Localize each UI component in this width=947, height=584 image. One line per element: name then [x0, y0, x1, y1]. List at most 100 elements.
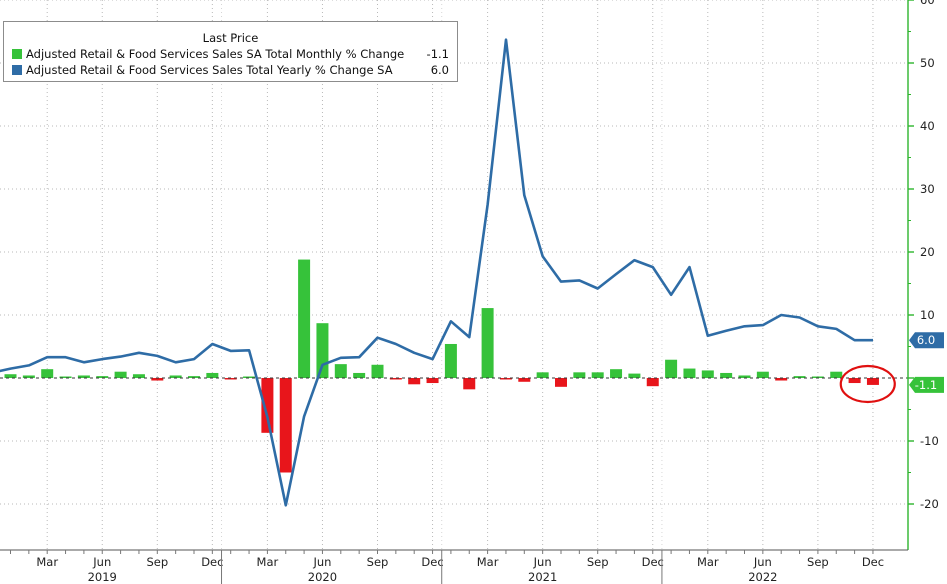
y-tick-label: -10	[920, 434, 939, 448]
bar	[426, 378, 439, 384]
bar	[665, 359, 678, 378]
bar	[866, 378, 879, 385]
x-tick-label: Sep	[807, 555, 829, 569]
bar	[848, 378, 861, 384]
bar	[738, 375, 751, 378]
legend-entry-monthly: Adjusted Retail & Food Services Sales SA…	[12, 46, 451, 62]
monthly-last-value-flag-text: -1.1	[915, 378, 937, 392]
bar	[610, 369, 623, 378]
bar	[371, 364, 384, 378]
bar	[811, 376, 824, 378]
bar	[59, 376, 72, 378]
bar	[353, 372, 366, 378]
x-year-label: 2020	[308, 570, 337, 584]
bar	[444, 343, 457, 378]
bar	[41, 369, 54, 378]
yearly-last-value-flag: 6.0	[909, 332, 944, 349]
bar	[151, 378, 164, 381]
x-tick-label: Sep	[587, 555, 609, 569]
x-axis: Mar Jun Sep Dec Mar Jun Sep Dec Mar Jun Sep Dec Mar J…	[0, 549, 908, 584]
annotation-layer	[839, 364, 896, 404]
x-tick-label: Jun	[92, 555, 111, 569]
x-tick-label: Sep	[367, 555, 389, 569]
bar	[206, 372, 219, 378]
yearly-line-path	[0, 38, 873, 507]
legend-swatch-yearly	[12, 65, 22, 75]
bar	[628, 373, 641, 378]
bar	[830, 371, 843, 378]
yearly-change-line	[0, 38, 873, 507]
bar	[518, 378, 531, 382]
bar	[261, 378, 274, 433]
bar	[536, 372, 549, 378]
legend-title: Last Price	[202, 31, 259, 45]
bar	[646, 378, 659, 387]
x-tick-label: Dec	[862, 555, 884, 569]
x-tick-label: Mar	[697, 555, 719, 569]
bar	[316, 323, 329, 378]
bar	[22, 375, 35, 378]
x-tick-label: Dec	[201, 555, 223, 569]
legend-label-monthly: Adjusted Retail & Food Services Sales SA…	[26, 47, 405, 61]
x-tick-label: Dec	[642, 555, 664, 569]
y-tick-label: 50	[920, 56, 935, 70]
annotation-circle	[839, 364, 896, 404]
chart-grid	[0, 0, 908, 550]
bar	[279, 378, 292, 473]
y-tick-label: 20	[920, 245, 935, 259]
bar	[298, 259, 311, 378]
bar	[555, 378, 567, 387]
bar	[389, 378, 402, 380]
bar	[224, 378, 237, 380]
bar	[683, 368, 696, 378]
bar	[720, 372, 733, 378]
y-tick-label: -20	[920, 497, 939, 511]
bar	[4, 374, 17, 378]
y-tick-label: 10	[920, 308, 935, 322]
monthly-last-value-flag: -1.1	[909, 376, 944, 393]
bar	[243, 376, 256, 378]
y-axis: 60 50 40 30 20 10 -10 -20 6.0 -1.1	[907, 0, 944, 550]
monthly-last-value-flag-bg	[909, 376, 944, 393]
x-year-label: 2019	[88, 570, 117, 584]
bar	[77, 375, 90, 378]
legend-value-yearly: 6.0	[430, 63, 449, 77]
bar	[756, 371, 769, 378]
x-year-label: 2021	[528, 570, 557, 584]
x-tick-label: Mar	[477, 555, 499, 569]
legend-label-yearly: Adjusted Retail & Food Services Sales To…	[26, 63, 393, 77]
bar	[573, 372, 586, 378]
bar	[334, 364, 347, 378]
bar	[591, 372, 604, 378]
y-tick-label: 30	[920, 182, 935, 196]
x-tick-label: Sep	[146, 555, 168, 569]
bar	[408, 378, 421, 385]
x-tick-label: Jun	[533, 555, 552, 569]
y-tick-label: 60	[920, 0, 935, 7]
bar	[463, 378, 476, 390]
x-tick-label: Mar	[36, 555, 58, 569]
x-year-label: 2022	[748, 570, 777, 584]
bar	[132, 374, 145, 378]
legend-swatch-monthly	[12, 49, 22, 59]
bar	[701, 370, 714, 378]
bar	[188, 376, 200, 378]
bar	[169, 375, 182, 378]
legend: Last Price Adjusted Retail & Food Servic…	[3, 21, 458, 82]
yearly-last-value-flag-text: 6.0	[917, 333, 935, 347]
bar	[114, 371, 127, 378]
x-tick-label: Jun	[312, 555, 331, 569]
yearly-last-value-flag-bg	[909, 332, 944, 349]
x-tick-label: Mar	[257, 555, 279, 569]
bar	[481, 308, 494, 378]
bar	[793, 376, 806, 378]
x-tick-label: Jun	[753, 555, 772, 569]
bar	[96, 376, 109, 378]
x-tick-label: Dec	[421, 555, 443, 569]
bar	[499, 378, 512, 380]
bar	[775, 378, 788, 381]
legend-value-monthly: -1.1	[426, 47, 449, 61]
legend-entry-yearly: Adjusted Retail & Food Services Sales To…	[12, 62, 451, 78]
y-tick-label: 40	[920, 119, 935, 133]
